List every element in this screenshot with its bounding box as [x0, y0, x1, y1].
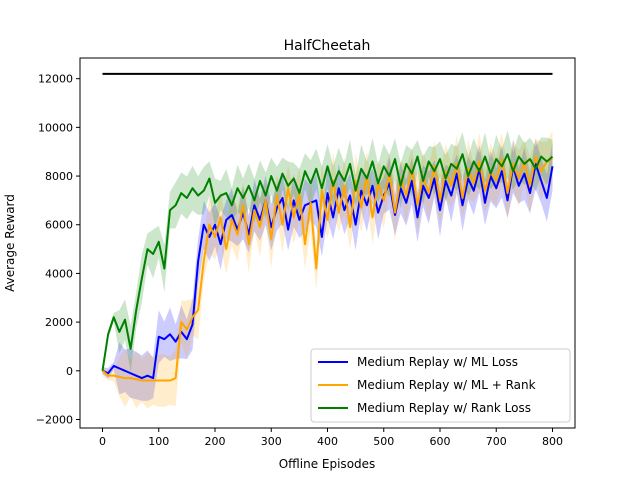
band-series-2: [102, 130, 553, 376]
y-tick-label: 8000: [45, 170, 73, 183]
x-tick-label: 500: [373, 435, 394, 448]
y-tick-label: 6000: [45, 219, 73, 232]
y-tick-label: 10000: [38, 121, 73, 134]
x-axis: 0 100 200 300 400 500 600 700 800: [99, 428, 563, 448]
y-tick-label: 12000: [38, 73, 73, 86]
legend-box: [310, 348, 571, 423]
band-series-0: [102, 138, 553, 401]
x-tick-label: 400: [317, 435, 338, 448]
legend-label-ml-loss: Medium Replay w/ ML Loss: [357, 355, 518, 369]
x-tick-label: 300: [261, 435, 282, 448]
x-tick-label: 800: [542, 435, 563, 448]
y-tick-label: 2000: [45, 316, 73, 329]
line-series-0: [102, 162, 554, 380]
legend-label-ml-rank: Medium Replay w/ ML + Rank: [357, 378, 536, 392]
x-tick-label: 0: [99, 435, 106, 448]
x-tick-label: 600: [430, 435, 451, 448]
x-axis-label: Offline Episodes: [279, 457, 376, 471]
y-tick-label: 0: [66, 365, 73, 378]
y-axis: −2000 0 2000 4000 6000 8000 10000 12000: [36, 73, 80, 426]
x-tick-label: 700: [486, 435, 507, 448]
y-tick-label: 4000: [45, 267, 73, 280]
series-lines: [101, 153, 554, 382]
y-axis-label: Average Reward: [3, 194, 17, 292]
x-tick-label: 100: [148, 435, 169, 448]
legend-label-rank-loss: Medium Replay w/ Rank Loss: [357, 401, 531, 415]
legend: Medium Replay w/ ML Loss Medium Replay w…: [310, 348, 571, 423]
y-tick-label: −2000: [36, 413, 73, 426]
chart-title: HalfCheetah: [284, 38, 371, 54]
x-tick-label: 200: [205, 435, 226, 448]
line-series-2: [101, 153, 554, 371]
